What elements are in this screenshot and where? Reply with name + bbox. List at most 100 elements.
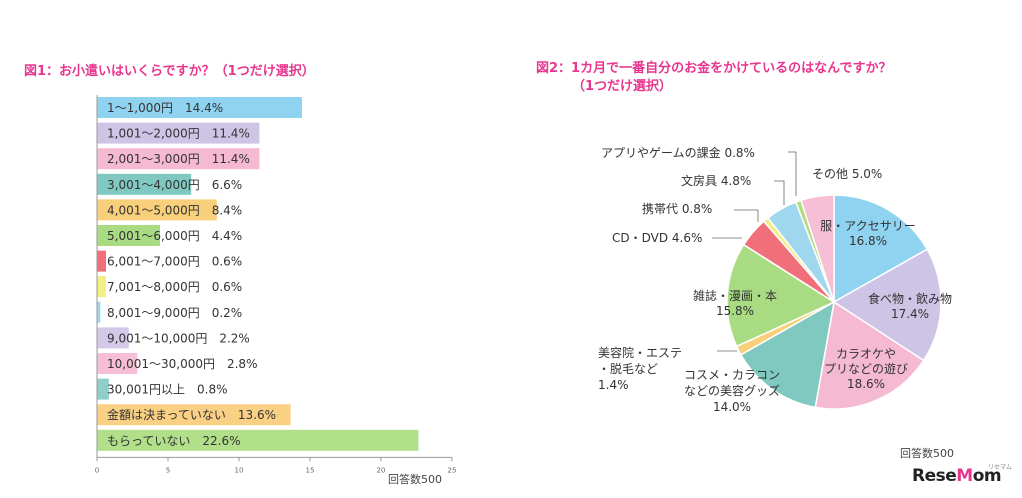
bar [97, 301, 101, 323]
bar [97, 199, 217, 221]
bar-x-tick-label: 0 [95, 466, 99, 474]
pie-label-other-line: その他 5.0% [812, 167, 882, 181]
bar [97, 353, 138, 374]
logo-text-o: M [956, 466, 973, 486]
pie-label-app: アプリやゲームの課金 0.8% [601, 145, 755, 160]
bar-chart-response-count: 回答数500 [388, 473, 442, 486]
bar [97, 404, 291, 426]
bar-value-label: 0.6% [212, 255, 243, 269]
bar-label: 4,001～5,000円 8.4% [107, 203, 242, 217]
pie-label-cosme-line: コスメ・カラコン [684, 368, 780, 382]
pie-label-karaoke-line: 18.6% [847, 377, 885, 391]
pie-label-food-line: 食べ物・飲み物 [868, 291, 952, 306]
pie-label-cd-line: CD・DVD 4.6% [612, 231, 702, 245]
resemom-logo-sub: リセマム [988, 464, 1013, 471]
pie-chart-title-line1: 図2：1カ月で一番自分のお金をかけているのはなんですか？ [536, 61, 892, 76]
bar [97, 276, 107, 298]
bar-category-label: 金額は決まっていない [107, 407, 226, 422]
pie-label-salon-line: 1.4% [598, 378, 629, 392]
pie-label-food: 食べ物・飲み物 17.4% [868, 291, 952, 321]
pie-slice [832, 248, 942, 362]
bar [97, 122, 260, 144]
bar-value-label: 6.6% [212, 178, 243, 192]
pie-label-karaoke-line: カラオケや [836, 347, 896, 361]
bar-label: もらっていない 22.6% [107, 434, 241, 448]
bar-category-label: 6,001～7,000円 [107, 255, 200, 269]
bar-label: 2,001～3,000円 11.4% [107, 152, 250, 166]
pie-label-cosme-line: などの美容グッズ [684, 383, 780, 398]
pie-label-phone-line: 携帯代 0.8% [642, 201, 712, 216]
pie-label-magazine: 雑誌・漫画・本 15.8% [693, 288, 777, 318]
pie-label-app-line: アプリやゲームの課金 0.8% [601, 145, 755, 160]
bar-x-tick-label: 20 [377, 466, 386, 474]
bar-category-label: 3,001～4,000円 [107, 178, 200, 192]
bar-x-tick-label: 5 [166, 466, 170, 474]
bar-label: 1,001～2,000円 11.4% [107, 127, 250, 141]
bar [97, 148, 260, 170]
pie-slice [799, 194, 835, 303]
pie-label-magazine-line: 雑誌・漫画・本 [693, 288, 777, 303]
pie-label-clothes: 服・アクセサリー 16.8% [820, 219, 915, 248]
bar-category-label: 1～1,000円 [107, 101, 173, 115]
bar [97, 429, 419, 451]
bar-category-label: 10,001～30,000円 [107, 357, 215, 371]
bar-x-tick-label: 10 [235, 466, 244, 474]
pie-label-karaoke: カラオケやプリなどの遊び 18.6% [824, 347, 908, 391]
bar-value-label: 2.2% [219, 331, 250, 345]
bar-label: 10,001～30,000円 2.8% [107, 357, 257, 371]
bar-value-label: 2.8% [227, 357, 258, 371]
bar-label: 金額は決まっていない 13.6% [107, 407, 276, 422]
bar-category-label: 8,001～9,000円 [107, 306, 200, 320]
bar-category-label: 7,001～8,000円 [107, 280, 200, 294]
bar-value-label: 11.4% [212, 152, 250, 166]
bar-label: 9,001～10,000円 2.2% [107, 331, 250, 345]
bar-value-label: 22.6% [202, 434, 240, 448]
bar-value-label: 0.6% [212, 280, 243, 294]
pie-leader-stationery [774, 180, 785, 205]
bar [97, 327, 129, 349]
bar-value-label: 13.6% [238, 408, 276, 422]
pie-chart-title-line2: （1つだけ選択） [572, 79, 673, 94]
pie-label-cosme: コスメ・カラコンなどの美容グッズ 14.0% [684, 368, 780, 414]
pie-slice [814, 300, 925, 410]
bar-category-label: 5,001～6,000円 [107, 229, 200, 243]
bar-label: 30,001円以上 0.8% [107, 383, 228, 397]
bar-label: 6,001～7,000円 0.6% [107, 255, 242, 269]
pie-chart-title: 図2：1カ月で一番自分のお金をかけているのはなんですか？ （1つだけ選択） [536, 60, 891, 96]
bar-value-label: 8.4% [212, 203, 243, 217]
bar-value-label: 0.2% [212, 306, 243, 320]
bar [97, 250, 107, 272]
pie-label-phone: 携帯代 0.8% [642, 201, 712, 216]
bar-category-label: 9,001～10,000円 [107, 331, 207, 345]
logo-text-b: om [972, 466, 1002, 486]
bar [97, 378, 109, 400]
pie-label-clothes-line: 16.8% [849, 234, 887, 248]
resemom-logo: ReseMom [912, 466, 1002, 486]
pie-label-salon-line: 美容院・エステ [598, 345, 682, 360]
pie-slice [739, 300, 836, 409]
bar-value-label: 0.8% [197, 383, 228, 397]
pie-label-stationery-line: 文房具 4.8% [681, 173, 751, 188]
pie-chart-response-count: 回答数500 [900, 447, 954, 460]
bar-category-label: 2,001～3,000円 [107, 152, 200, 166]
pie-label-clothes-line: 服・アクセサリー [820, 219, 915, 233]
pie-label-cosme-line: 14.0% [713, 400, 751, 414]
bar [97, 225, 160, 246]
pie-slice [726, 243, 836, 348]
bar-category-label: もらっていない [107, 434, 190, 448]
pie-label-karaoke-line: プリなどの遊び [824, 361, 908, 376]
bar-label: 1～1,000円 14.4% [107, 101, 223, 115]
bar-value-label: 11.4% [212, 127, 250, 141]
pie-label-salon: 美容院・エステ・脱毛など 1.4% [598, 345, 682, 392]
bar-value-label: 4.4% [212, 229, 243, 243]
bar-category-label: 1,001～2,000円 [107, 127, 200, 141]
pie-label-stationery: 文房具 4.8% [681, 173, 751, 188]
bar-category-label: 4,001～5,000円 [107, 203, 200, 217]
bar-label: 7,001～8,000円 0.6% [107, 280, 242, 294]
pie-label-food-line: 17.4% [891, 307, 929, 321]
bar-label: 8,001～9,000円 0.2% [107, 306, 242, 320]
bar-label: 5,001～6,000円 4.4% [107, 229, 242, 243]
bar-x-tick-label: 15 [306, 466, 315, 474]
